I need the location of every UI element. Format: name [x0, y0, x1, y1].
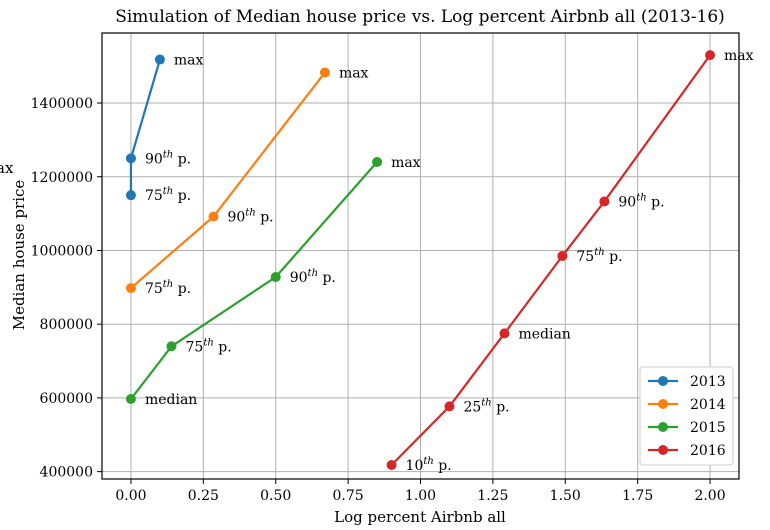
legend-box	[639, 366, 734, 466]
data-point	[125, 190, 136, 201]
series-2016	[386, 50, 716, 470]
percentile-label: 75th p.	[145, 279, 191, 297]
point-label: median	[145, 392, 197, 408]
data-point	[125, 283, 136, 294]
legend-marker	[658, 376, 668, 386]
y-tick-label: 1200000	[31, 170, 93, 186]
y-tick-label: 800000	[40, 317, 93, 333]
x-tick-label: 1.00	[405, 488, 436, 504]
series-2014	[125, 67, 330, 294]
series-line	[130, 161, 378, 400]
data-point	[125, 394, 136, 405]
legend-label: 2015	[690, 420, 726, 436]
ticks: 0.00 0.25 0.50 0.75 1.00 1.25 1.50 1.75 2.00 4000…	[31, 96, 726, 504]
left-edge-fragment: ax	[0, 159, 14, 177]
percentile-label: 90th p.	[618, 192, 664, 210]
point-label: median	[518, 326, 570, 342]
y-tick-label: 600000	[40, 391, 93, 407]
data-point	[125, 153, 136, 164]
percentile-label: 10th p.	[406, 456, 452, 474]
x-tick-label: 0.75	[333, 488, 364, 504]
legend-label: 2014	[690, 397, 726, 413]
percentile-label: 90th p.	[290, 268, 336, 286]
grid	[102, 33, 739, 479]
data-point	[154, 54, 165, 65]
series-2013	[125, 54, 165, 201]
percentile-label: 75th p.	[576, 247, 622, 265]
data-point	[386, 459, 397, 470]
percentile-label: 75th p.	[185, 337, 231, 355]
x-tick-label: 1.25	[477, 488, 508, 504]
data-point	[270, 272, 281, 283]
point-label: max	[339, 65, 369, 81]
data-point	[444, 401, 455, 412]
data-point	[705, 50, 716, 61]
legend-label: 2016	[690, 443, 726, 459]
x-tick-label: 0.00	[115, 488, 146, 504]
legend-marker	[658, 399, 668, 409]
percentile-label: 75th p.	[145, 186, 191, 204]
x-tick-label: 1.75	[622, 488, 653, 504]
x-tick-label: 2.00	[694, 488, 725, 504]
point-label: max	[174, 53, 204, 69]
data-point	[372, 157, 383, 168]
data-point	[599, 196, 610, 207]
point-label: max	[391, 155, 421, 171]
chart-title: Simulation of Median house price vs. Log…	[115, 7, 725, 27]
y-axis-label: Median house price	[10, 180, 28, 331]
x-tick-label: 0.25	[188, 488, 219, 504]
data-point	[319, 67, 330, 78]
percentile-label: 25th p.	[463, 397, 509, 415]
series-2015	[125, 157, 383, 405]
percentile-label: 90th p.	[145, 149, 191, 167]
data-point	[166, 341, 177, 352]
series-line	[129, 59, 161, 196]
x-axis-label: Log percent Airbnb all	[334, 508, 506, 525]
y-tick-label: 400000	[40, 465, 93, 481]
y-tick-label: 1000000	[31, 243, 93, 259]
legend-marker	[658, 422, 668, 432]
y-tick-label: 1400000	[31, 96, 93, 112]
legend-marker	[658, 445, 668, 455]
x-tick-label: 1.50	[550, 488, 581, 504]
data-point	[208, 211, 219, 222]
data-point	[499, 328, 510, 339]
percentile-label: 90th p.	[227, 208, 273, 226]
series-line	[390, 54, 711, 466]
data-point	[557, 251, 568, 261]
legend: 2013 2014 2015 2016	[639, 366, 734, 466]
series-layer	[125, 50, 716, 470]
legend-label: 2013	[690, 374, 726, 390]
x-tick-label: 0.50	[260, 488, 291, 504]
